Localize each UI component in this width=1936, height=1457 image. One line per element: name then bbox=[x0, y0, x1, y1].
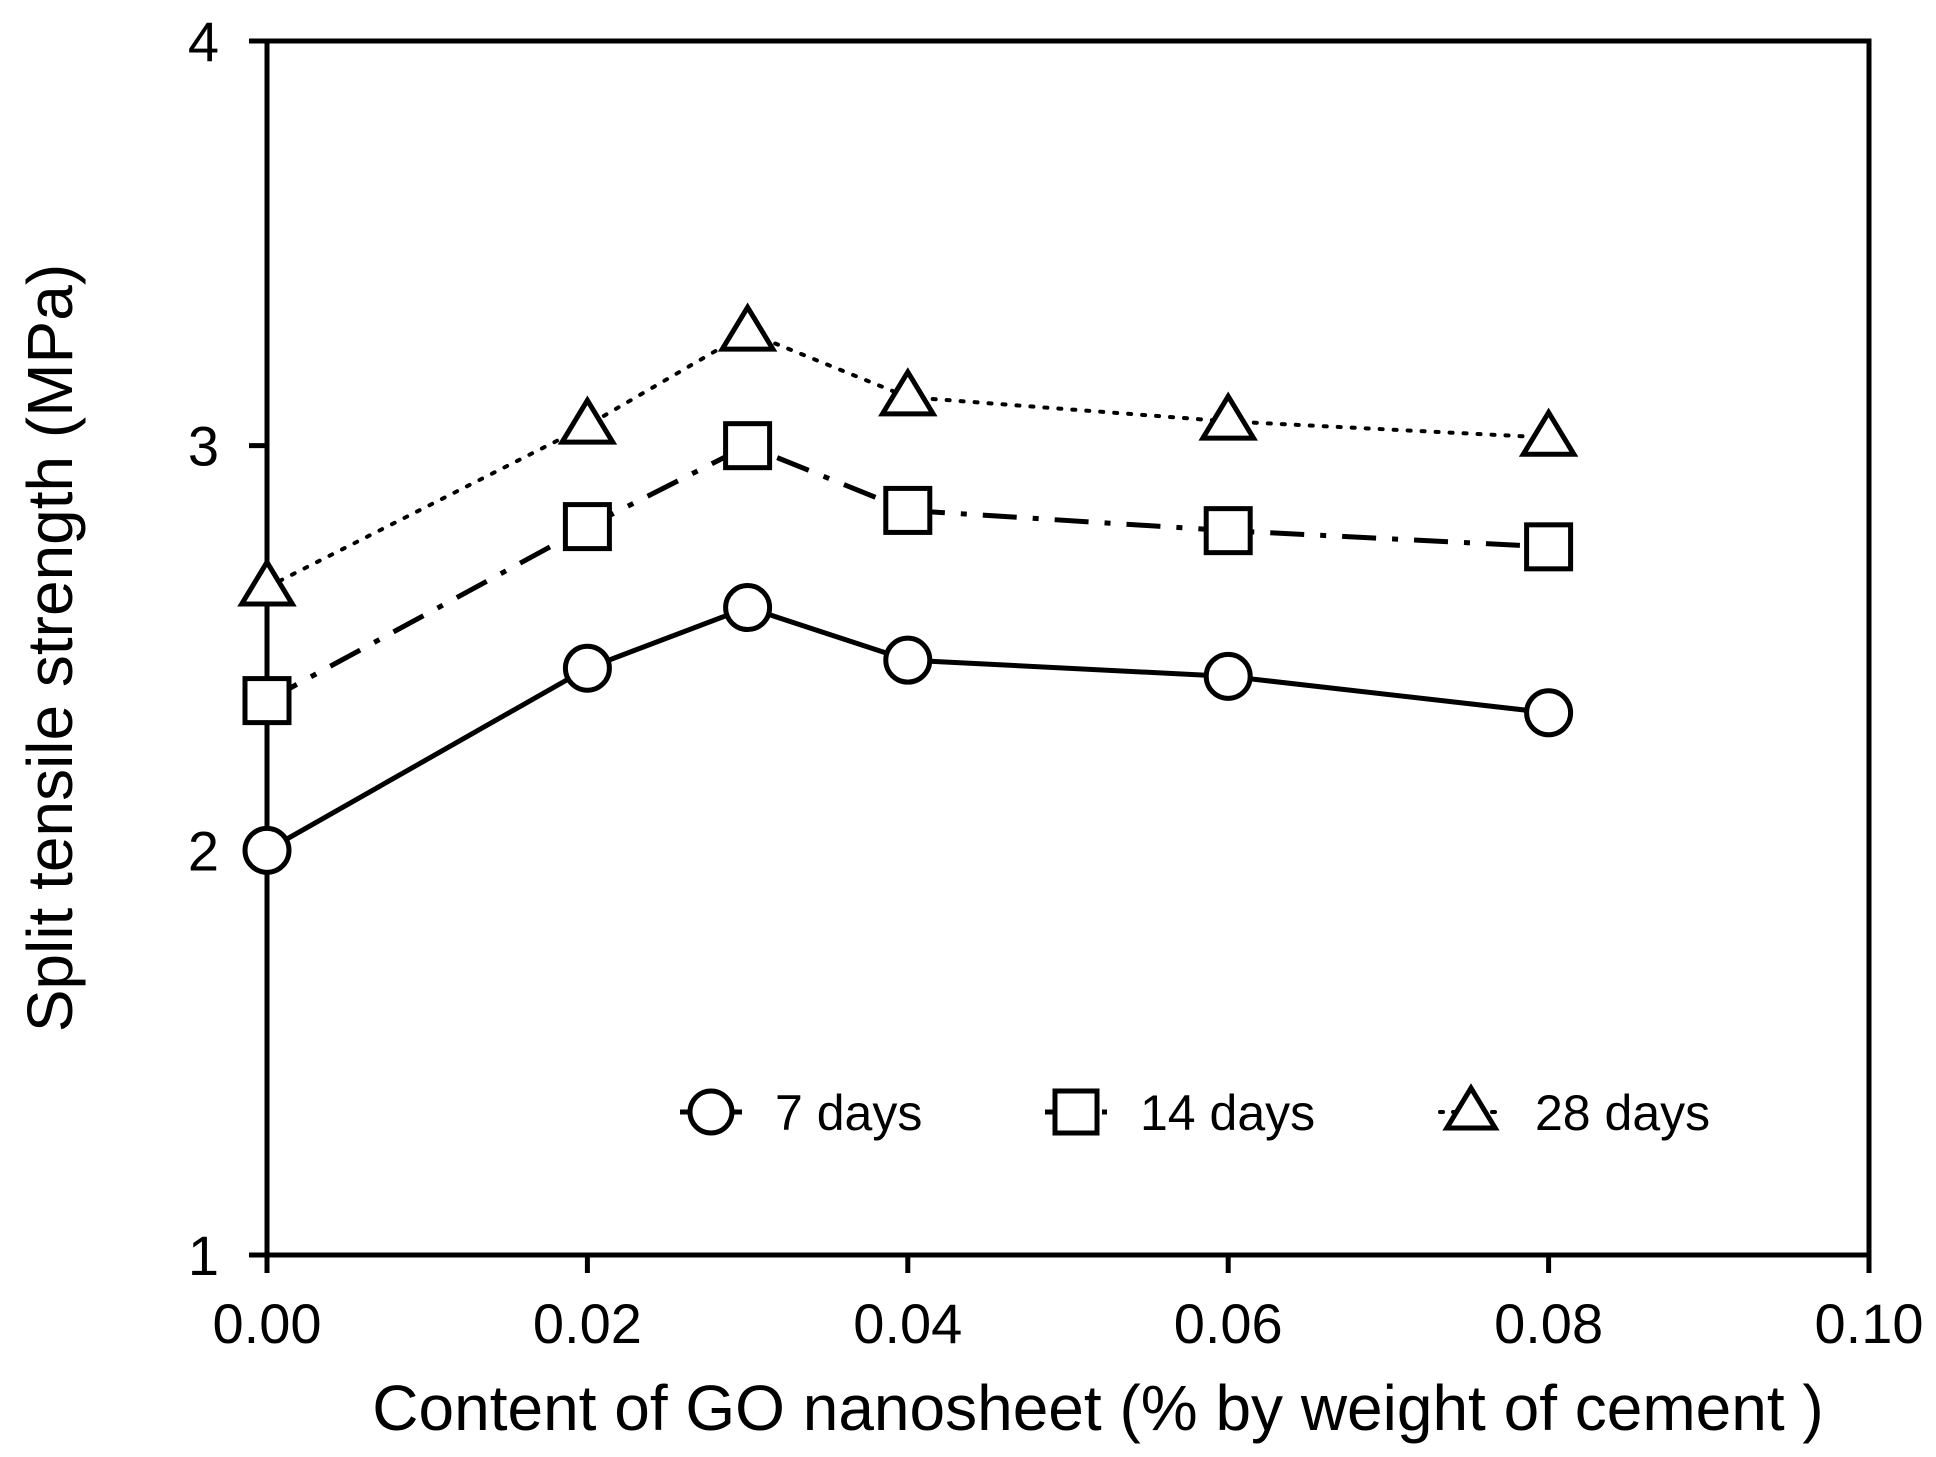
x-tick-label: 0.08 bbox=[1494, 1292, 1603, 1355]
y-axis-title: Split tensile strength (MPa) bbox=[14, 264, 86, 1032]
data-point-triangle bbox=[1518, 407, 1579, 457]
data-point-triangle bbox=[717, 302, 778, 352]
series-14-days bbox=[242, 421, 1574, 726]
data-point-square bbox=[562, 502, 612, 552]
data-point-triangle bbox=[237, 557, 297, 607]
x-tick-label: 0.00 bbox=[213, 1292, 322, 1355]
series-line bbox=[265, 330, 1551, 590]
x-tick-label: 0.02 bbox=[533, 1292, 642, 1355]
data-point-circle bbox=[1524, 688, 1574, 738]
plot-frame bbox=[264, 38, 1872, 1258]
data-point-circle bbox=[1203, 651, 1253, 701]
legend-marker-circle bbox=[687, 1088, 735, 1136]
data-point-circle bbox=[723, 583, 773, 633]
y-tick-label: 1 bbox=[188, 1224, 219, 1287]
series-line bbox=[265, 604, 1549, 853]
y-tick-label: 4 bbox=[188, 10, 219, 73]
data-point-circle bbox=[883, 635, 933, 685]
legend-item-14-days: 14 days bbox=[1045, 1085, 1315, 1141]
data-point-square bbox=[1524, 522, 1574, 572]
y-tick-label: 3 bbox=[188, 415, 219, 478]
series-7-days bbox=[242, 583, 1574, 875]
x-axis-title: Content of GO nanosheet (% by weight of … bbox=[372, 1372, 1823, 1444]
x-tick-label: 0.04 bbox=[853, 1292, 962, 1355]
x-tick-label: 0.06 bbox=[1174, 1292, 1283, 1355]
series-28-days bbox=[237, 302, 1579, 607]
legend-marker-triangle bbox=[1442, 1083, 1500, 1131]
data-point-circle bbox=[242, 825, 292, 875]
data-point-triangle bbox=[557, 395, 618, 445]
x-tick-label: 0.10 bbox=[1815, 1292, 1924, 1355]
series-line bbox=[265, 442, 1549, 703]
data-point-square bbox=[242, 676, 292, 726]
legend-label: 14 days bbox=[1140, 1085, 1315, 1141]
data-point-square bbox=[723, 421, 773, 471]
legend-item-28-days: 28 days bbox=[1438, 1083, 1710, 1141]
legend-marker-square bbox=[1052, 1088, 1100, 1136]
legend-label: 7 days bbox=[775, 1085, 922, 1141]
y-tick-label: 2 bbox=[188, 819, 219, 882]
legend-label: 28 days bbox=[1535, 1085, 1710, 1141]
data-point-square bbox=[1203, 506, 1253, 556]
data-point-triangle bbox=[1198, 391, 1258, 441]
legend-item-7-days: 7 days bbox=[680, 1085, 922, 1141]
data-point-square bbox=[883, 485, 933, 535]
data-point-circle bbox=[562, 643, 612, 693]
data-point-triangle bbox=[878, 367, 938, 417]
